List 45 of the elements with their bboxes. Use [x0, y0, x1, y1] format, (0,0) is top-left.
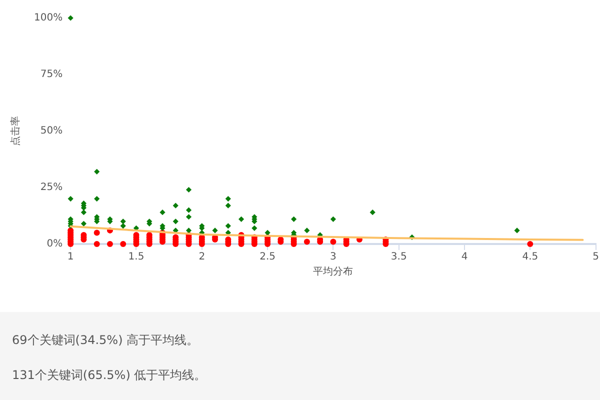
point [94, 196, 100, 202]
point [68, 196, 74, 202]
x-tick-label: 1.5 [128, 252, 144, 263]
x-tick-label: 5 [592, 252, 600, 263]
point [370, 210, 376, 216]
point [186, 186, 192, 193]
point [212, 228, 218, 234]
point [238, 216, 244, 222]
point [225, 223, 231, 229]
x-axis-title: 平均分布 [313, 266, 354, 278]
point [291, 216, 297, 222]
x-tick-label: 4.5 [522, 252, 538, 263]
point [186, 228, 192, 234]
x-tick-label: 2.5 [260, 252, 276, 263]
x-tick-label: 4 [461, 252, 468, 263]
point [225, 196, 231, 202]
point [330, 216, 336, 222]
y-tick-label: 75% [40, 69, 63, 80]
x-tick-label: 3 [330, 252, 336, 263]
text: 69个关键词(34.5%) 高于平均线。 [12, 332, 199, 349]
point [80, 210, 87, 216]
point [304, 228, 310, 234]
point [160, 210, 166, 216]
point [80, 220, 87, 226]
y-tick-label: 0% [46, 238, 63, 250]
text: 131个关键词(65.5%) 低于平均线。 [12, 367, 206, 384]
point [172, 218, 178, 224]
point [120, 223, 126, 229]
point [186, 207, 192, 213]
point [120, 218, 126, 224]
y-tick-label: 50% [40, 126, 63, 137]
y-axis-title: 点击率 [10, 116, 22, 146]
point [94, 168, 100, 174]
point [68, 15, 74, 21]
point [186, 214, 192, 220]
point [252, 225, 258, 231]
point [225, 202, 231, 208]
x-tick-label: 2 [198, 252, 206, 263]
y-tick-label: 100% [34, 12, 63, 24]
point [264, 230, 270, 236]
x-tick-label: 1 [67, 252, 74, 263]
y-tick-label: 25% [40, 182, 63, 194]
point [172, 202, 178, 208]
x-tick-label: 3.5 [390, 252, 407, 263]
point [514, 228, 520, 234]
